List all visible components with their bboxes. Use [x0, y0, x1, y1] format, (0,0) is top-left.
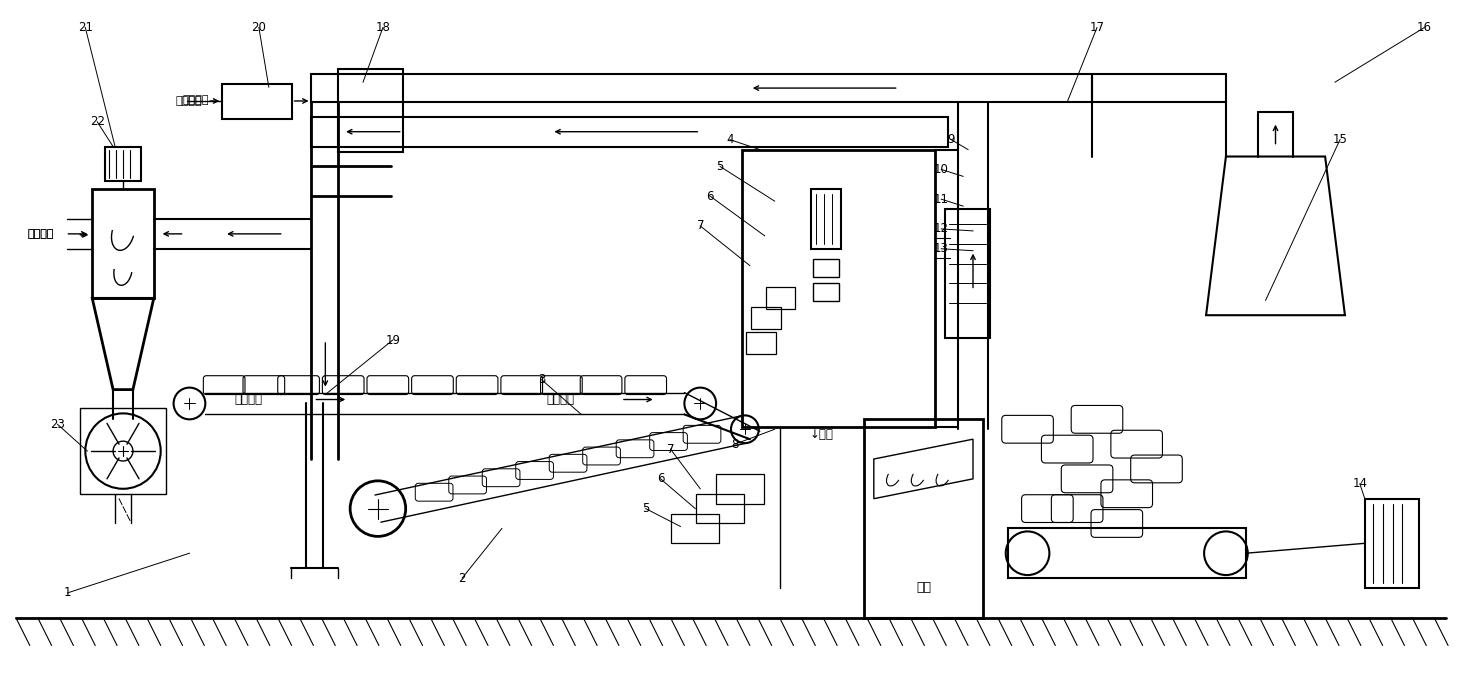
Bar [811, 189, 841, 249]
Bar [813, 284, 839, 301]
Text: 运动方向: 运动方向 [234, 393, 262, 406]
Bar [813, 258, 839, 277]
Text: 接粉尘箱: 接粉尘箱 [175, 96, 202, 106]
Text: 10: 10 [934, 163, 949, 176]
Text: 下层: 下层 [915, 581, 931, 594]
Text: ↓喷射: ↓喷射 [810, 428, 833, 441]
Text: 16: 16 [1417, 21, 1431, 34]
Text: 1: 1 [64, 586, 72, 599]
Bar [864, 420, 982, 617]
Bar [338, 69, 402, 152]
Bar [311, 74, 1092, 102]
Bar [105, 147, 140, 182]
Text: 3: 3 [538, 373, 545, 386]
Text: 6: 6 [706, 190, 713, 203]
Text: 接粉尘箱: 接粉尘箱 [28, 229, 54, 239]
Bar [946, 209, 990, 338]
Bar [222, 84, 291, 119]
Text: 运动方向: 运动方向 [547, 393, 575, 406]
Bar [741, 150, 936, 427]
Text: 17: 17 [1089, 21, 1104, 34]
Text: 22: 22 [89, 116, 105, 129]
Text: 6: 6 [656, 473, 664, 486]
Text: 7: 7 [667, 443, 674, 456]
Text: 9: 9 [947, 133, 955, 146]
Bar [80, 409, 165, 494]
Bar [1007, 528, 1246, 578]
Text: 8: 8 [731, 438, 738, 451]
Bar [92, 189, 154, 299]
Text: 15: 15 [1332, 133, 1348, 146]
Text: 5: 5 [642, 502, 649, 515]
Text: 5: 5 [716, 160, 724, 173]
Text: 2: 2 [459, 571, 466, 585]
Text: 13: 13 [934, 242, 949, 255]
Text: 接粉尘箱: 接粉尘箱 [28, 229, 54, 239]
Bar [311, 117, 949, 147]
Text: 20: 20 [251, 21, 266, 34]
Text: 19: 19 [386, 333, 401, 347]
Text: 21: 21 [77, 21, 92, 34]
Text: 11: 11 [934, 192, 949, 205]
Text: 4: 4 [727, 133, 734, 146]
Text: 7: 7 [696, 220, 705, 233]
Text: 23: 23 [50, 418, 64, 431]
Text: 14: 14 [1352, 477, 1367, 490]
Text: 接粉尘箱: 接粉尘箱 [183, 95, 209, 105]
Text: 18: 18 [376, 21, 390, 34]
Bar [1366, 498, 1420, 588]
Text: 12: 12 [934, 222, 949, 235]
